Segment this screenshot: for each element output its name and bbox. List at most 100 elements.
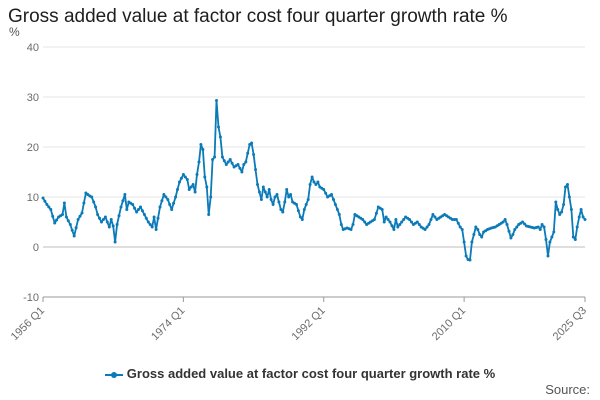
- data-point: [222, 159, 226, 163]
- data-point: [566, 183, 569, 186]
- data-point: [458, 225, 462, 229]
- data-point: [296, 209, 300, 213]
- data-point: [505, 223, 509, 226]
- data-point: [408, 218, 411, 221]
- data-point: [427, 223, 431, 226]
- data-point: [423, 228, 427, 231]
- data-point: [115, 223, 119, 226]
- data-point: [156, 216, 160, 220]
- data-point: [560, 210, 564, 214]
- data-point: [372, 218, 376, 221]
- data-point: [298, 215, 302, 219]
- data-point: [168, 203, 172, 206]
- data-point: [238, 166, 242, 170]
- data-point: [556, 208, 560, 211]
- data-point: [228, 158, 232, 161]
- data-point: [121, 199, 125, 203]
- data-point: [333, 203, 337, 206]
- data-point: [257, 190, 261, 194]
- data-point: [540, 223, 544, 226]
- data-point: [562, 203, 566, 206]
- data-point: [567, 195, 571, 199]
- data-point: [410, 220, 413, 224]
- data-point: [242, 163, 246, 166]
- legend-label: Gross added value at factor cost four qu…: [126, 366, 496, 381]
- data-point: [513, 228, 517, 231]
- data-point: [135, 210, 139, 214]
- data-point: [109, 218, 113, 221]
- y-tick-label: 0: [33, 242, 39, 254]
- data-point: [363, 220, 367, 224]
- y-tick-label: 30: [27, 92, 39, 104]
- data-point: [287, 195, 291, 199]
- data-point: [374, 211, 378, 215]
- data-point: [552, 230, 556, 234]
- data-point: [454, 218, 458, 221]
- data-point: [542, 225, 546, 229]
- data-point: [140, 209, 144, 213]
- data-point: [569, 208, 573, 211]
- legend-swatch-icon: [104, 371, 123, 378]
- data-point: [304, 203, 308, 206]
- data-point: [123, 193, 127, 196]
- data-point: [417, 223, 421, 226]
- data-point: [207, 213, 211, 216]
- data-point: [314, 183, 318, 186]
- x-tick-label: 1992 Q1: [290, 305, 328, 343]
- data-point: [125, 208, 129, 211]
- data-point: [103, 215, 107, 219]
- data-point: [390, 224, 394, 228]
- data-point: [571, 235, 575, 239]
- data-point: [220, 155, 224, 159]
- data-point: [148, 223, 152, 226]
- data-point: [218, 135, 222, 139]
- data-point: [252, 153, 256, 156]
- data-point: [289, 193, 293, 196]
- data-point: [203, 175, 207, 179]
- data-point: [51, 214, 55, 218]
- data-point: [277, 200, 281, 204]
- data-point: [476, 228, 480, 231]
- data-point: [240, 170, 244, 174]
- data-point: [100, 220, 103, 224]
- data-point: [261, 185, 265, 189]
- data-point: [464, 254, 468, 258]
- data-point: [139, 205, 142, 209]
- data-point: [330, 193, 333, 196]
- data-point: [521, 220, 525, 224]
- data-point: [349, 228, 353, 231]
- data-point: [94, 205, 98, 209]
- data-point: [72, 234, 76, 238]
- data-point: [62, 201, 66, 205]
- data-point: [339, 223, 343, 226]
- data-point: [536, 225, 540, 229]
- data-point: [142, 213, 146, 216]
- data-point: [285, 188, 289, 191]
- data-point: [162, 193, 166, 196]
- data-point: [152, 215, 156, 219]
- data-point: [105, 220, 109, 224]
- data-point: [310, 175, 314, 179]
- data-point: [107, 225, 111, 229]
- source-label: Source:: [545, 382, 590, 397]
- data-point: [256, 183, 259, 186]
- y-tick-label: -10: [23, 292, 39, 304]
- data-point: [244, 160, 248, 164]
- data-point: [382, 220, 386, 224]
- data-point: [396, 225, 400, 229]
- data-point: [515, 225, 519, 229]
- data-point: [558, 213, 562, 216]
- data-point: [236, 163, 240, 166]
- data-point: [92, 200, 96, 204]
- data-point: [564, 185, 567, 189]
- data-point: [61, 213, 64, 216]
- data-point: [111, 224, 115, 228]
- data-point: [170, 208, 174, 211]
- data-point: [64, 215, 68, 219]
- data-point: [275, 193, 279, 196]
- data-point: [150, 225, 154, 229]
- data-point: [429, 218, 433, 221]
- data-point: [160, 199, 164, 203]
- data-point: [246, 151, 250, 155]
- data-point: [66, 219, 70, 223]
